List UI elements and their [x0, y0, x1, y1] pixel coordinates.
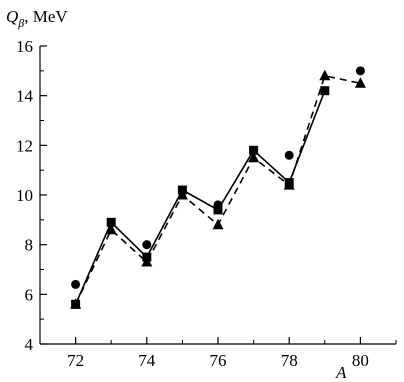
- y-tick-label: 10: [16, 186, 33, 205]
- y-axis-title-symbol: Q: [6, 7, 18, 26]
- y-tick-label: 4: [25, 335, 34, 354]
- data-point-triangle: [212, 218, 224, 230]
- x-tick-label: 80: [352, 351, 369, 370]
- data-point-triangle: [176, 189, 188, 200]
- series-circle: [71, 66, 365, 289]
- data-point-square: [320, 86, 330, 96]
- x-tick-label: 74: [138, 351, 156, 370]
- y-tick-label: 16: [16, 37, 33, 56]
- x-tick-label: 78: [281, 351, 298, 370]
- data-point-triangle: [319, 69, 331, 81]
- data-point-circle: [284, 150, 294, 160]
- data-point-circle: [71, 279, 81, 289]
- data-point-triangle: [248, 151, 260, 163]
- y-tick-label: 12: [16, 136, 33, 155]
- data-point-square: [213, 205, 223, 215]
- data-point-triangle: [105, 223, 117, 235]
- x-tick-label: 72: [67, 351, 84, 370]
- data-point-triangle: [141, 256, 153, 267]
- data-point-square: [249, 145, 259, 155]
- data-point-triangle: [70, 298, 82, 309]
- x-axis-title: A: [335, 363, 347, 382]
- data-point-triangle: [354, 77, 366, 88]
- y-axis-title-unit: , MeV: [24, 7, 68, 26]
- series-line-square: [74, 90, 326, 305]
- y-tick-label: 8: [25, 236, 34, 255]
- data-point-circle: [142, 240, 152, 250]
- data-point-circle: [355, 66, 365, 76]
- series-triangle: [70, 69, 366, 309]
- data-point-square: [106, 217, 116, 227]
- y-tick-label: 14: [16, 87, 34, 106]
- y-axis-title: Qβ, MeV: [6, 7, 68, 30]
- series-square: [71, 86, 330, 309]
- y-tick-label: 6: [25, 285, 34, 304]
- data-point-circle: [213, 200, 223, 210]
- axes: 4 6 8 10 12 14 16 72 74 76 78 80: [16, 37, 397, 370]
- y-axis-title-subscript: β: [17, 16, 24, 30]
- series-layer: [70, 66, 366, 309]
- data-point-triangle: [283, 179, 295, 190]
- x-tick-label: 76: [210, 351, 227, 370]
